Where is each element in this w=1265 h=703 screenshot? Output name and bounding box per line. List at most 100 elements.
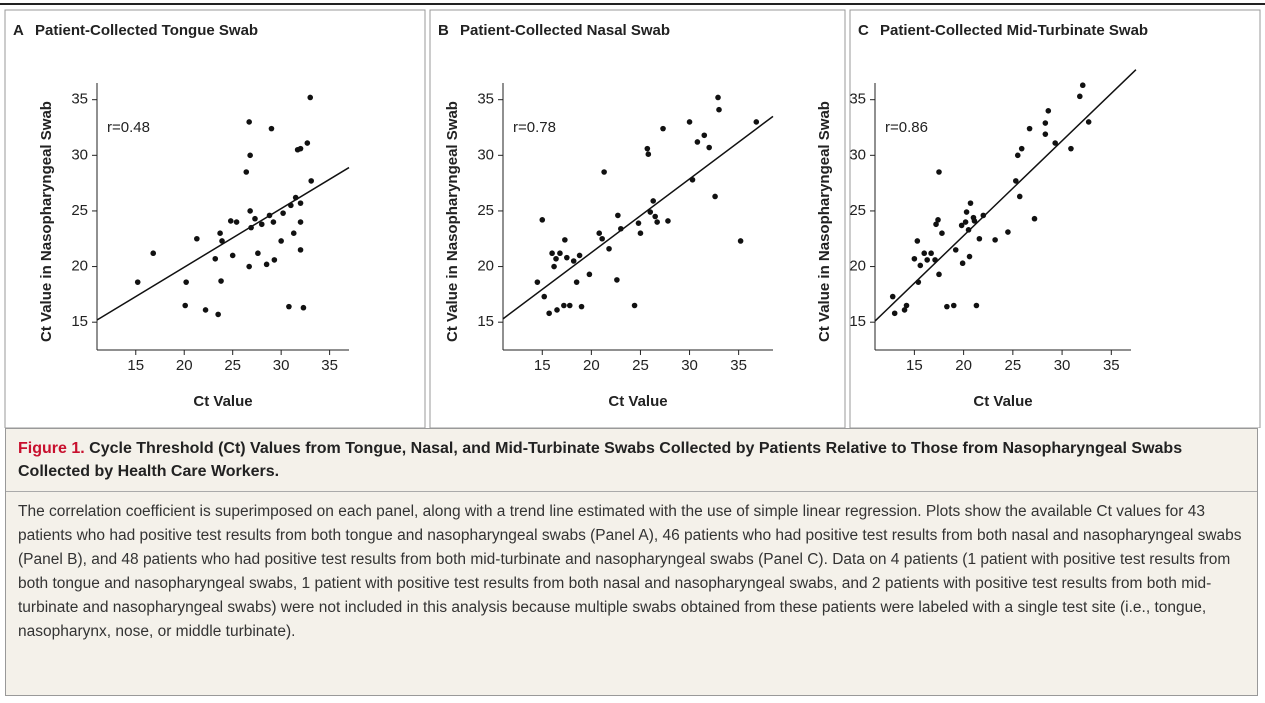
data-point [297, 247, 304, 253]
data-point [288, 202, 294, 209]
y-tick-label: 15 [477, 313, 494, 330]
data-point [660, 125, 666, 132]
data-point [944, 303, 950, 310]
data-point [637, 230, 644, 236]
panel-title: Patient-Collected Mid-Turbinate Swab [880, 22, 1148, 39]
data-point [300, 304, 307, 311]
data-point [914, 238, 921, 244]
data-point [1005, 229, 1011, 235]
data-point [292, 194, 299, 201]
data-point [1018, 145, 1025, 152]
data-point [566, 302, 573, 309]
correlation-label: r=0.78 [513, 119, 556, 136]
y-tick-label: 35 [849, 91, 866, 108]
trend-line [96, 166, 350, 321]
data-point [247, 208, 253, 214]
data-point [601, 169, 607, 175]
data-point [278, 238, 284, 244]
x-axis-label: Ct Value [608, 393, 667, 410]
data-point [1014, 152, 1021, 159]
data-point [1045, 108, 1052, 114]
data-point [541, 293, 548, 300]
data-point [963, 209, 970, 215]
data-point [599, 235, 605, 242]
panel: B Patient-Collected Nasal Swab 15 20 25 30 35 1… [429, 9, 846, 429]
data-point [297, 145, 304, 152]
x-tick-label: 25 [224, 357, 241, 374]
data-point [686, 119, 693, 125]
y-tick-label: 30 [477, 146, 494, 163]
data-point [297, 219, 304, 225]
data-point [1013, 178, 1019, 184]
data-point [246, 119, 252, 125]
data-point [958, 222, 965, 229]
data-point [932, 257, 938, 263]
data-point [962, 219, 969, 225]
panel: C Patient-Collected Mid-Turbinate Swab 15 2… [816, 9, 1261, 429]
data-point [578, 303, 585, 310]
data-point [546, 310, 552, 317]
data-point [1085, 119, 1092, 125]
data-point [539, 217, 546, 223]
y-tick-label: 35 [71, 91, 88, 108]
x-tick-label: 35 [1103, 357, 1120, 374]
data-point [712, 193, 718, 200]
data-point [549, 250, 555, 257]
data-point [689, 176, 696, 183]
data-point [921, 250, 928, 257]
y-tick-label: 25 [849, 202, 866, 219]
data-point [586, 271, 593, 278]
data-point [219, 238, 225, 244]
data-point [917, 262, 924, 269]
data-point [134, 279, 141, 285]
x-axis-label: Ct Value [193, 393, 252, 410]
data-point [246, 263, 252, 270]
data-point [573, 279, 580, 285]
y-tick-label: 30 [849, 146, 866, 163]
data-point [255, 250, 261, 257]
panel-letter: B [438, 22, 449, 39]
y-tick-label: 15 [849, 313, 866, 330]
data-point [252, 215, 258, 222]
data-point [576, 252, 583, 259]
x-tick-label: 15 [127, 357, 144, 374]
data-point [935, 217, 941, 223]
data-point [182, 302, 188, 309]
data-point [950, 302, 957, 309]
figure-label: Figure 1. [18, 440, 85, 457]
x-tick-label: 35 [730, 357, 747, 374]
data-point [644, 145, 651, 152]
data-point [971, 218, 978, 224]
data-point [268, 125, 275, 132]
x-tick-label: 20 [583, 357, 600, 374]
data-point [618, 225, 624, 232]
data-point [939, 230, 945, 236]
data-point [976, 235, 983, 242]
data-point [266, 212, 273, 219]
data-point [229, 252, 236, 259]
data-point [248, 224, 254, 231]
data-point [1016, 193, 1023, 200]
data-point [1042, 120, 1049, 126]
data-point [980, 212, 987, 219]
panel-letter: C [858, 22, 869, 39]
figure-title: Cycle Threshold (Ct) Values from Tongue,… [18, 440, 1183, 480]
data-point [290, 230, 297, 236]
y-tick-label: 30 [71, 146, 88, 163]
data-point [652, 213, 658, 220]
data-point [911, 255, 918, 262]
data-point [534, 279, 541, 285]
data-point [903, 302, 910, 309]
data-point [889, 293, 896, 300]
trend-line [874, 69, 1137, 322]
data-point [247, 152, 253, 159]
y-axis-label: Ct Value in Nasopharyngeal Swab [38, 101, 55, 342]
y-tick-label: 20 [477, 258, 494, 275]
chart-panels: A Patient-Collected Tongue Swab 15 20 25 30 35… [0, 3, 1265, 429]
y-tick-label: 20 [71, 258, 88, 275]
y-tick-label: 25 [71, 202, 88, 219]
x-tick-label: 20 [955, 357, 972, 374]
x-tick-label: 30 [1054, 357, 1071, 374]
x-tick-label: 15 [534, 357, 551, 374]
